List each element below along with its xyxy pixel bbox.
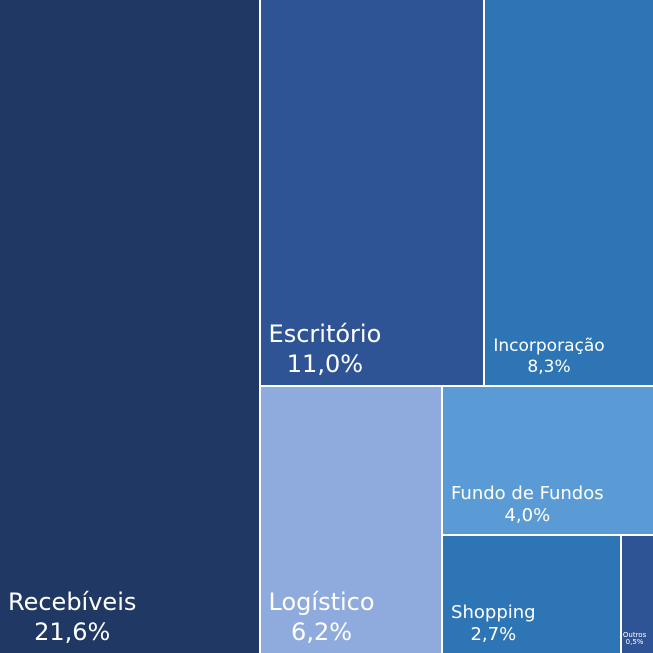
cell-label: Shopping [451,601,536,623]
cell-value: 6,2% [291,617,353,646]
cell-label: Recebíveis [8,588,137,616]
treemap-cell: Escritório 11,0% [260,0,484,385]
cell-value: 11,0% [286,349,364,378]
cell-label: Outros [622,630,647,639]
treemap-cell: Logístico 6,2% [260,386,442,653]
treemap-cell: Shopping 2,7% [443,535,620,653]
treemap-cell: Recebíveis 21,6% [0,0,259,653]
cell-value: 4,0% [504,505,551,527]
treemap-cell: Incorporação 8,3% [485,0,653,385]
cell-label: Incorporação [493,336,605,357]
cell-value: 8,3% [527,357,571,378]
treemap-cell: Fundo de Fundos 4,0% [443,386,653,534]
cell-value: 0,5% [625,638,644,647]
cell-value: 21,6% [34,618,111,646]
cell-label: Fundo de Fundos [451,482,604,504]
cell-label: Escritório [268,319,382,348]
cell-label: Logístico [268,587,375,616]
treemap-cell: Outros 0,5% [621,535,653,653]
cell-value: 2,7% [470,624,517,646]
